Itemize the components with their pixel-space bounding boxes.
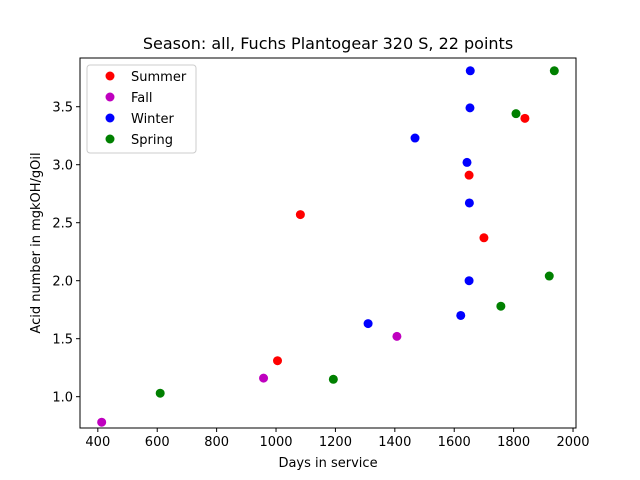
data-point-fall-0	[97, 417, 107, 427]
data-point-spring-3	[511, 109, 521, 119]
legend-marker-spring	[105, 134, 115, 144]
data-point-fall-2	[392, 331, 402, 341]
x-tick-label-6: 1600	[438, 435, 471, 450]
x-axis: 400 600 800 1000 1200 1400 1600 1800 2000	[85, 428, 590, 450]
legend-marker-summer	[105, 71, 115, 81]
legend-box	[86, 64, 197, 154]
x-axis-label: Days in service	[278, 456, 377, 471]
data-point-winter-7	[465, 66, 475, 76]
x-tick-label-1: 600	[145, 435, 170, 450]
points-layer	[97, 66, 559, 427]
x-tick-label-4: 1200	[319, 435, 352, 450]
y-tick-label-4: 3.0	[52, 159, 73, 174]
x-tick-label-0: 400	[85, 435, 110, 450]
data-point-winter-2	[456, 310, 466, 320]
data-point-spring-5	[549, 66, 559, 76]
y-tick-label-1: 1.5	[52, 333, 73, 348]
chart-title: Season: all, Fuchs Plantogear 320 S, 22 …	[143, 34, 513, 53]
data-point-summer-1	[295, 210, 305, 220]
x-tick-label-7: 1800	[497, 435, 530, 450]
y-tick-label-3: 2.5	[52, 217, 73, 232]
legend: Summer Fall Winter Spring	[86, 64, 197, 154]
data-point-winter-3	[462, 157, 472, 167]
data-point-spring-0	[155, 388, 165, 398]
data-point-summer-4	[520, 113, 530, 123]
data-point-winter-1	[410, 133, 420, 143]
data-point-winter-4	[464, 276, 474, 286]
y-axis: 1.0 1.5 2.0 2.5 3.0 3.5	[52, 101, 80, 406]
y-axis-label: Acid number in mgkOH/gOil	[29, 152, 44, 333]
legend-marker-winter	[105, 113, 115, 123]
data-point-spring-1	[328, 374, 338, 384]
data-point-summer-2	[464, 170, 474, 180]
plot-frame	[79, 57, 577, 429]
x-tick-label-3: 1000	[259, 435, 292, 450]
data-point-summer-0	[273, 356, 283, 366]
y-tick-label-0: 1.0	[52, 391, 73, 406]
legend-label-spring: Spring	[131, 133, 173, 148]
data-point-spring-2	[496, 301, 506, 311]
data-point-summer-3	[479, 233, 489, 243]
y-tick-label-2: 2.0	[52, 275, 73, 290]
x-tick-label-2: 800	[204, 435, 229, 450]
data-point-fall-1	[259, 373, 269, 383]
x-tick-label-5: 1400	[378, 435, 411, 450]
y-tick-label-5: 3.5	[52, 101, 73, 116]
data-point-winter-6	[465, 103, 475, 113]
data-point-spring-4	[544, 271, 554, 281]
legend-label-summer: Summer	[131, 70, 187, 85]
legend-marker-fall	[105, 92, 115, 102]
data-point-winter-0	[363, 319, 373, 329]
legend-label-winter: Winter	[131, 112, 175, 127]
x-tick-label-8: 2000	[556, 435, 589, 450]
legend-label-fall: Fall	[131, 91, 152, 106]
data-point-winter-5	[464, 198, 474, 208]
